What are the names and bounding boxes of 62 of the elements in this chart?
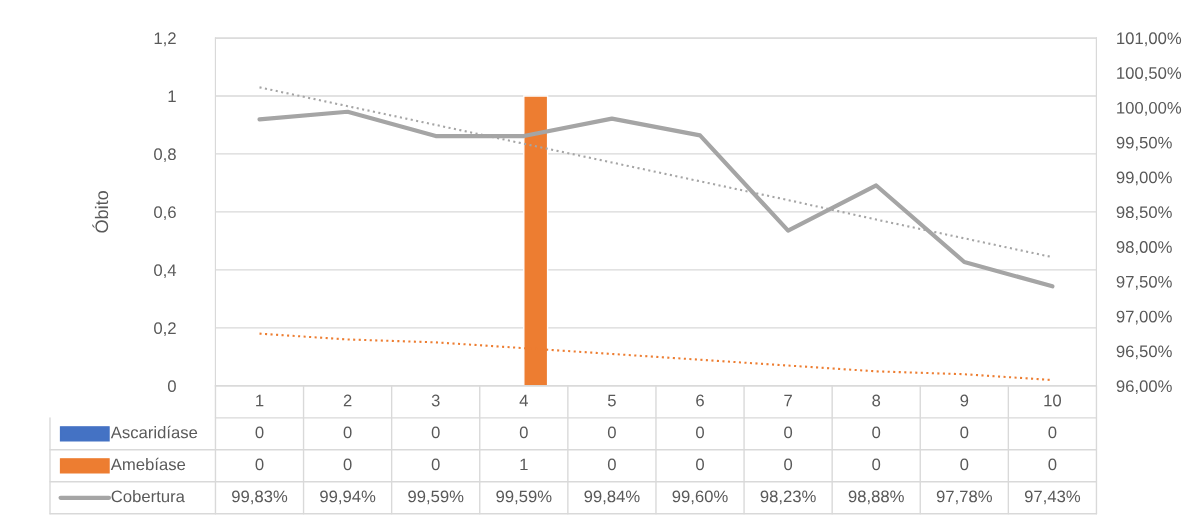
data-label: 0: [343, 426, 352, 439]
data-label: 99,83%: [232, 490, 288, 505]
y2-tick-label: 96,50%: [1116, 345, 1172, 360]
legend-label: Cobertura: [111, 490, 185, 503]
data-label: 0: [431, 426, 440, 439]
y2-tick-label: 98,00%: [1116, 241, 1172, 255]
x-tick-label: 5: [607, 394, 616, 407]
data-label: 0: [607, 458, 616, 471]
data-label: 0: [784, 458, 793, 471]
data-label: 99,60%: [672, 490, 728, 505]
y2-tick-label: 98,50%: [1116, 206, 1172, 221]
y-tick-label: 0,6: [154, 206, 176, 221]
data-label: 99,59%: [408, 490, 464, 505]
data-label: 97,78%: [936, 490, 992, 505]
data-label: 98,88%: [848, 490, 904, 505]
data-label: 0: [960, 426, 969, 439]
y-tick-label: 0,4: [154, 264, 177, 279]
x-tick-label: 6: [696, 394, 704, 407]
data-label: 0: [960, 458, 969, 471]
data-label: 0: [696, 458, 704, 471]
data-label: 0: [872, 426, 881, 439]
data-label: 0: [1048, 426, 1057, 439]
data-label: 0: [784, 426, 793, 439]
data-label: 0: [255, 426, 264, 439]
data-label: 99,84%: [584, 490, 640, 505]
data-label: 0: [696, 426, 704, 439]
y2-tick-label: 100,50%: [1117, 67, 1182, 81]
data-label: 98,23%: [760, 490, 816, 505]
data-label: 0: [607, 426, 616, 439]
data-label: 0: [255, 458, 264, 471]
legend-label: Ascaridíase: [110, 425, 198, 439]
data-label: 0: [431, 458, 440, 471]
data-label: 0: [343, 458, 352, 471]
data-label: 0: [519, 426, 528, 439]
y-tick-label: 1: [168, 90, 176, 102]
y2-tick-label: 99,50%: [1116, 136, 1172, 151]
y2-tick-label: 97,50%: [1116, 275, 1172, 290]
x-tick-label: 2: [343, 394, 352, 407]
y-axis-title: Óbito: [92, 191, 109, 233]
x-tick-label: 10: [1044, 394, 1062, 407]
x-tick-label: 1: [256, 394, 264, 407]
x-tick-label: 7: [784, 394, 792, 407]
legend-label: Amebíase: [110, 457, 186, 471]
y-tick-label: 0,2: [154, 322, 176, 337]
x-tick-label: 8: [872, 394, 881, 407]
y2-tick-label: 100,00%: [1117, 101, 1182, 116]
x-tick-label: 9: [960, 394, 969, 407]
data-label: 0: [1048, 458, 1057, 471]
data-label: 97,43%: [1024, 490, 1081, 505]
y2-tick-label: 99,00%: [1116, 171, 1172, 186]
y-tick-label: 1,2: [154, 32, 176, 47]
y2-tick-label: 97,00%: [1116, 310, 1172, 325]
x-tick-label: 4: [519, 394, 528, 407]
x-tick-label: 3: [431, 394, 440, 407]
data-label: 99,94%: [320, 490, 376, 505]
y2-tick-label: 101,00%: [1117, 32, 1182, 47]
y-tick-label: 0,8: [154, 148, 176, 163]
y-tick-label: 0: [167, 380, 176, 393]
data-label: 1: [520, 458, 528, 471]
data-label: 0: [872, 458, 881, 471]
y2-tick-label: 96,00%: [1116, 380, 1172, 395]
data-label: 99,59%: [496, 490, 552, 505]
